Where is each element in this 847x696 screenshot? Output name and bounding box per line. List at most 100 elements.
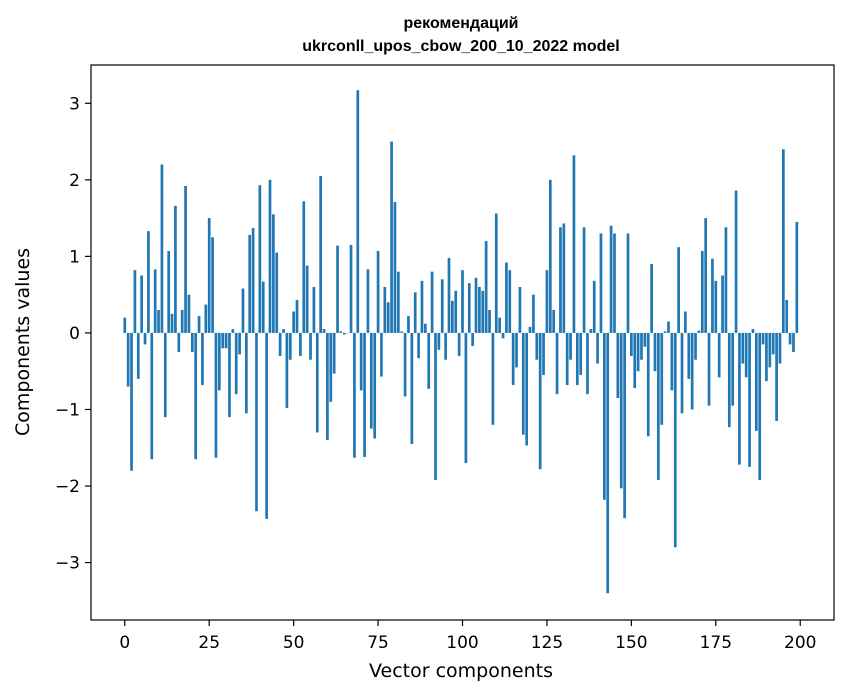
bar-81 xyxy=(396,271,400,333)
bar-83 xyxy=(403,332,407,397)
bar-134 xyxy=(575,332,579,385)
bar-183 xyxy=(741,332,745,364)
bar-119 xyxy=(525,332,529,446)
bar-185 xyxy=(748,332,751,467)
bar-78 xyxy=(386,302,390,333)
bar-159 xyxy=(660,332,664,425)
bar-52 xyxy=(299,332,302,356)
bar-24 xyxy=(204,304,208,333)
y-tick-label: 2 xyxy=(69,171,80,191)
bar-106 xyxy=(481,290,485,333)
bar-121 xyxy=(532,294,535,333)
bar-181 xyxy=(734,190,738,333)
bar-109 xyxy=(491,332,495,425)
x-axis-ticks: 0 25 50 75 100 125 150 175 200 xyxy=(119,620,816,653)
bar-157 xyxy=(653,332,657,372)
bar-63 xyxy=(336,245,339,333)
bar-94 xyxy=(440,279,444,333)
bar-71 xyxy=(363,332,366,457)
bar-161 xyxy=(667,321,670,333)
bar-7 xyxy=(147,231,150,333)
bar-62 xyxy=(332,332,336,374)
bar-127 xyxy=(552,309,556,333)
bar-19 xyxy=(187,294,191,333)
bar-143 xyxy=(606,332,610,594)
bar-1 xyxy=(126,332,130,387)
bar-152 xyxy=(636,332,640,372)
y-tick-label: −1 xyxy=(55,400,80,420)
bar-180 xyxy=(731,332,735,406)
bar-172 xyxy=(704,218,708,333)
x-tick-label: 175 xyxy=(700,633,732,653)
bar-5 xyxy=(140,275,144,333)
bar-47 xyxy=(282,329,285,333)
bar-170 xyxy=(697,330,701,333)
bar-11 xyxy=(160,164,164,333)
bar-25 xyxy=(207,218,211,333)
bar-31 xyxy=(228,332,231,418)
bar-147 xyxy=(619,332,623,489)
bar-98 xyxy=(454,290,458,333)
bar-49 xyxy=(288,332,292,360)
bar-175 xyxy=(714,280,718,333)
bar-20 xyxy=(190,332,194,353)
bar-194 xyxy=(778,332,782,364)
bar-0 xyxy=(123,317,127,333)
bar-145 xyxy=(613,233,616,333)
bar-117 xyxy=(518,287,522,333)
bar-100 xyxy=(461,270,464,333)
bar-174 xyxy=(711,258,714,333)
bar-139 xyxy=(592,280,596,333)
bar-36 xyxy=(245,332,248,414)
bar-80 xyxy=(393,202,397,333)
bar-178 xyxy=(724,227,728,333)
bar-199 xyxy=(795,221,799,333)
x-tick-label: 0 xyxy=(119,633,130,653)
bar-111 xyxy=(498,317,501,333)
bar-84 xyxy=(407,316,410,333)
bar-15 xyxy=(174,205,177,333)
bar-186 xyxy=(751,329,755,333)
y-axis-label: Components values xyxy=(12,248,34,436)
bar-51 xyxy=(295,300,299,333)
bar-140 xyxy=(596,332,599,364)
bar-128 xyxy=(555,332,559,395)
bar-108 xyxy=(488,309,491,333)
bar-32 xyxy=(231,329,235,333)
bar-173 xyxy=(707,332,711,406)
x-tick-label: 75 xyxy=(367,633,389,653)
x-tick-label: 50 xyxy=(283,633,305,653)
bar-131 xyxy=(565,332,569,385)
y-tick-label: 3 xyxy=(69,94,80,114)
bar-59 xyxy=(322,329,326,333)
bar-61 xyxy=(329,332,333,402)
bar-102 xyxy=(467,283,471,333)
bar-79 xyxy=(390,141,393,333)
bar-153 xyxy=(640,332,643,360)
bar-48 xyxy=(285,332,289,408)
bar-97 xyxy=(451,300,454,333)
bar-77 xyxy=(383,287,387,333)
bar-99 xyxy=(457,332,461,356)
bar-16 xyxy=(177,332,181,353)
bar-112 xyxy=(501,332,505,339)
bar-166 xyxy=(684,311,687,333)
bar-190 xyxy=(765,332,768,382)
bar-103 xyxy=(471,332,474,346)
bar-65 xyxy=(342,332,346,335)
bar-13 xyxy=(167,251,171,333)
bar-46 xyxy=(278,332,282,356)
bar-37 xyxy=(248,234,252,333)
bar-144 xyxy=(609,225,613,333)
bar-187 xyxy=(754,332,758,431)
bar-154 xyxy=(643,332,647,347)
bar-56 xyxy=(312,287,316,333)
bar-27 xyxy=(214,332,218,458)
bar-116 xyxy=(515,332,518,368)
bar-87 xyxy=(417,332,420,359)
bar-44 xyxy=(272,214,275,333)
y-tick-label: −2 xyxy=(55,477,80,497)
bar-92 xyxy=(434,332,437,480)
bar-69 xyxy=(356,90,360,333)
x-tick-label: 150 xyxy=(615,633,647,653)
